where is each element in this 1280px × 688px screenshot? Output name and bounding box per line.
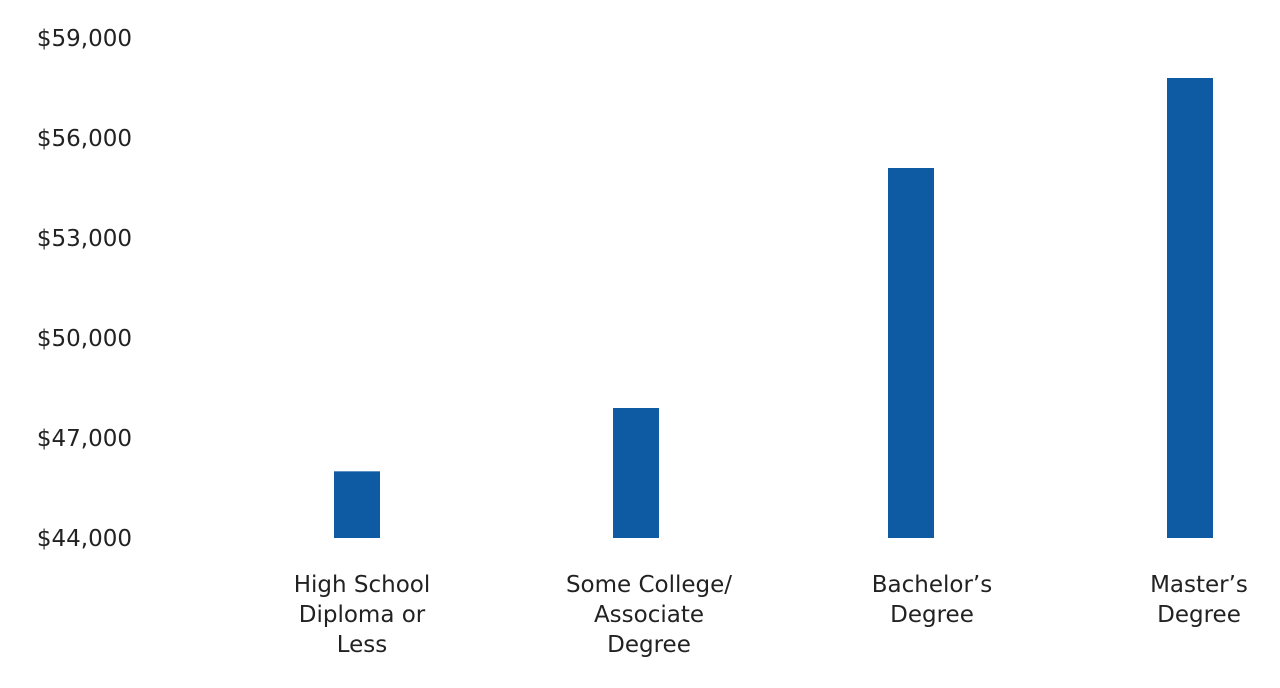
y-tick-label: $44,000 <box>37 526 132 552</box>
x-category-label-line: Degree <box>890 602 974 628</box>
x-category-label: Master’s Degree <box>1150 572 1248 628</box>
y-tick-label: $53,000 <box>37 226 132 252</box>
y-tick-label: $59,000 <box>37 26 132 52</box>
bar <box>888 168 934 538</box>
x-category-label-line: Diploma or <box>299 602 426 628</box>
x-category-label-line: Less <box>337 632 388 658</box>
x-category-label: Some College/Associate Degree <box>566 572 732 658</box>
y-tick-label: $50,000 <box>37 326 132 352</box>
x-category-label-line: Associate <box>594 602 704 628</box>
x-category-label: High School Diploma or Less <box>294 572 431 658</box>
y-tick-label: $56,000 <box>37 126 132 152</box>
x-axis-category-labels: High School Diploma or Less Some College/As… <box>294 572 1248 658</box>
x-category-label-line: Some College/ <box>566 572 732 598</box>
bars-group <box>334 78 1213 538</box>
bar <box>1167 78 1213 538</box>
x-category-label: Bachelor’s Degree <box>872 572 992 628</box>
x-category-label-line: Bachelor’s <box>872 572 992 598</box>
x-category-label-line: Degree <box>1157 602 1241 628</box>
y-axis-tick-labels: $44,000 $47,000 $50,000 $53,000 $56,000 $59,0… <box>37 26 132 552</box>
x-category-label-line: High School <box>294 572 431 598</box>
x-category-label-line: Master’s <box>1150 572 1248 598</box>
bar <box>613 408 659 538</box>
y-tick-label: $47,000 <box>37 426 132 452</box>
x-category-label-line: Degree <box>607 632 691 658</box>
bar <box>334 471 380 538</box>
